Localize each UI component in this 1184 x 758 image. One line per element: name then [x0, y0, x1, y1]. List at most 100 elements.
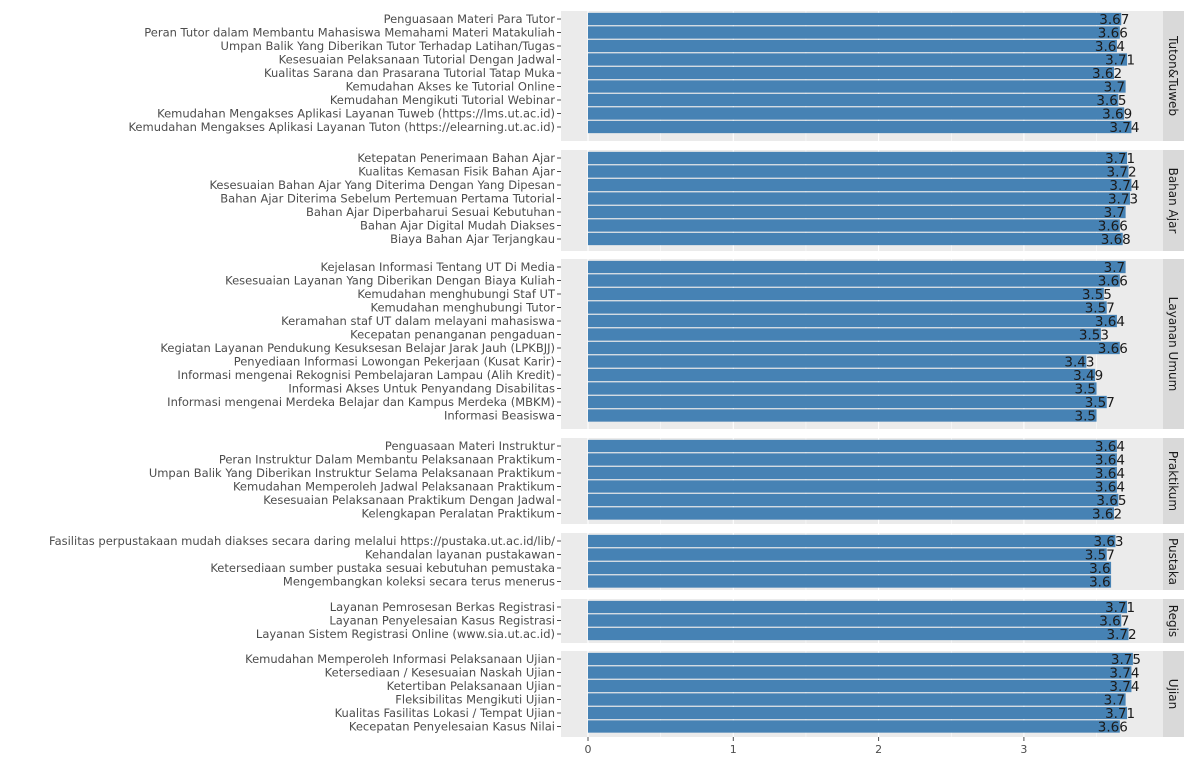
- bar: [588, 693, 1126, 706]
- facet-label: Bahan Ajar: [1166, 168, 1180, 234]
- data-label: 3.69: [1102, 107, 1132, 123]
- bar: [588, 561, 1112, 575]
- bar: [588, 314, 1117, 328]
- category-label: Penyediaan Informasi Lowongan Pekerjaan …: [234, 355, 555, 369]
- bar: [588, 301, 1107, 314]
- category-label: Fasilitas perpustakaan mudah diakses sec…: [49, 534, 555, 548]
- category-label: Kesesuaian Pelaksanaan Praktikum Dengan …: [263, 493, 555, 507]
- bar: [588, 600, 1128, 614]
- category-label: Penguasaan Materi Para Tutor: [384, 12, 556, 26]
- category-label: Kemudahan Mengikuti Tutorial Webinar: [330, 93, 555, 107]
- bar: [588, 666, 1132, 679]
- bar: [588, 107, 1125, 120]
- category-label: Kegiatan Layanan Pendukung Kesuksesan Be…: [160, 341, 555, 355]
- category-label: Kemudahan menghubungi Tutor: [371, 301, 556, 315]
- data-label: 3.72: [1107, 627, 1137, 643]
- category-label: Penguasaan Materi Instruktur: [385, 439, 555, 453]
- data-label: 3.66: [1098, 341, 1128, 357]
- data-label: 3.66: [1098, 219, 1128, 235]
- category-label: Bahan Ajar Digital Mudah Diakses: [360, 219, 555, 233]
- data-label: 3.64: [1095, 453, 1125, 469]
- bar: [588, 480, 1117, 493]
- bar: [588, 120, 1132, 134]
- category-label: Mengembangkan koleksi secara terus mener…: [283, 575, 555, 589]
- bar: [588, 287, 1104, 301]
- bar: [588, 341, 1120, 355]
- data-label: 3.7: [1104, 260, 1125, 276]
- data-label: 3.64: [1095, 39, 1125, 55]
- bar: [588, 39, 1117, 53]
- bar: [588, 232, 1123, 246]
- category-label: Informasi Akses Untuk Penyandang Disabil…: [288, 382, 555, 396]
- category-label: Kemudahan Akses ke Tutorial Online: [346, 80, 555, 94]
- bar: [588, 575, 1112, 588]
- bar: [588, 192, 1130, 205]
- bar: [588, 493, 1119, 507]
- bar: [588, 165, 1129, 178]
- category-label: Kesesuaian Bahan Ajar Yang Diterima Deng…: [209, 178, 555, 192]
- bar: [588, 26, 1120, 39]
- data-label: 3.71: [1105, 151, 1135, 167]
- bar: [588, 205, 1126, 219]
- data-label: 3.64: [1095, 439, 1125, 455]
- category-label: Ketertiban Pelaksanaan Ujian: [387, 679, 555, 693]
- x-tick-label: 0: [585, 743, 592, 756]
- category-label: Kualitas Fasilitas Lokasi / Tempat Ujian: [335, 706, 555, 720]
- category-label: Kelengkapan Peralatan Praktikum: [362, 507, 555, 521]
- x-tick-label: 2: [875, 743, 882, 756]
- bar: [588, 66, 1114, 80]
- facet-strip: [1163, 150, 1184, 251]
- data-label: 3.66: [1098, 720, 1128, 736]
- data-label: 3.73: [1108, 192, 1138, 208]
- bar: [588, 151, 1128, 165]
- data-label: 3.65: [1096, 493, 1126, 509]
- bar: [588, 706, 1128, 720]
- facet-strip: [1163, 651, 1184, 737]
- data-label: 3.74: [1109, 178, 1139, 194]
- data-label: 3.49: [1073, 368, 1103, 384]
- category-label: Kemudahan Memperoleh Jadwal Pelaksanaan …: [233, 480, 555, 494]
- facet-label: Praktikum: [1166, 451, 1180, 511]
- bar: [588, 93, 1119, 107]
- bar: [588, 395, 1107, 409]
- facet-label: Regis: [1166, 605, 1180, 637]
- category-label: Peran Tutor dalam Membantu Mahasiswa Mem…: [144, 26, 555, 40]
- data-label: 3.64: [1095, 466, 1125, 482]
- category-label: Kecepatan penanganan pengaduan: [350, 328, 555, 342]
- data-label: 3.5: [1075, 409, 1096, 425]
- category-label: Kemudahan Memperoleh Informasi Pelaksana…: [245, 652, 555, 666]
- data-label: 3.43: [1064, 355, 1094, 371]
- data-label: 3.7: [1104, 205, 1125, 221]
- facet-label: Ujian: [1166, 679, 1180, 709]
- data-label: 3.63: [1093, 534, 1123, 550]
- category-label: Ketepatan Penerimaan Bahan Ajar: [357, 151, 555, 165]
- category-label: Informasi mengenai Merdeka Belajar dan K…: [167, 395, 555, 409]
- category-label: Kesesuaian Layanan Yang Diberikan Dengan…: [225, 274, 555, 288]
- data-label: 3.57: [1085, 548, 1115, 564]
- facet-label: Layanan Umum: [1166, 297, 1180, 392]
- category-label: Kecepatan Penyelesaian Kasus Nilai: [349, 720, 555, 734]
- category-label: Peran Instruktur Dalam Membantu Pelaksan…: [219, 453, 555, 467]
- data-label: 3.71: [1105, 53, 1135, 69]
- category-label: Kualitas Kemasan Fisik Bahan Ajar: [358, 165, 555, 179]
- bar: [588, 679, 1132, 693]
- data-label: 3.5: [1075, 382, 1096, 398]
- data-label: 3.6: [1089, 561, 1110, 577]
- category-label: Kejelasan Informasi Tentang UT Di Media: [321, 260, 556, 274]
- data-label: 3.65: [1096, 93, 1126, 109]
- category-label: Informasi mengenai Rekognisi Pembelajara…: [177, 368, 555, 382]
- category-label: Bahan Ajar Diterima Sebelum Pertemuan Pe…: [220, 192, 555, 206]
- bar: [588, 720, 1120, 733]
- data-label: 3.74: [1109, 120, 1139, 136]
- data-label: 3.53: [1079, 328, 1109, 344]
- bar: [588, 274, 1120, 287]
- data-label: 3.72: [1107, 165, 1137, 181]
- data-label: 3.66: [1098, 274, 1128, 290]
- data-label: 3.7: [1104, 693, 1125, 709]
- data-label: 3.68: [1101, 232, 1131, 248]
- data-label: 3.6: [1089, 575, 1110, 591]
- bar: [588, 652, 1133, 666]
- category-label: Biaya Bahan Ajar Terjangkau: [390, 232, 555, 246]
- bar: [588, 178, 1132, 192]
